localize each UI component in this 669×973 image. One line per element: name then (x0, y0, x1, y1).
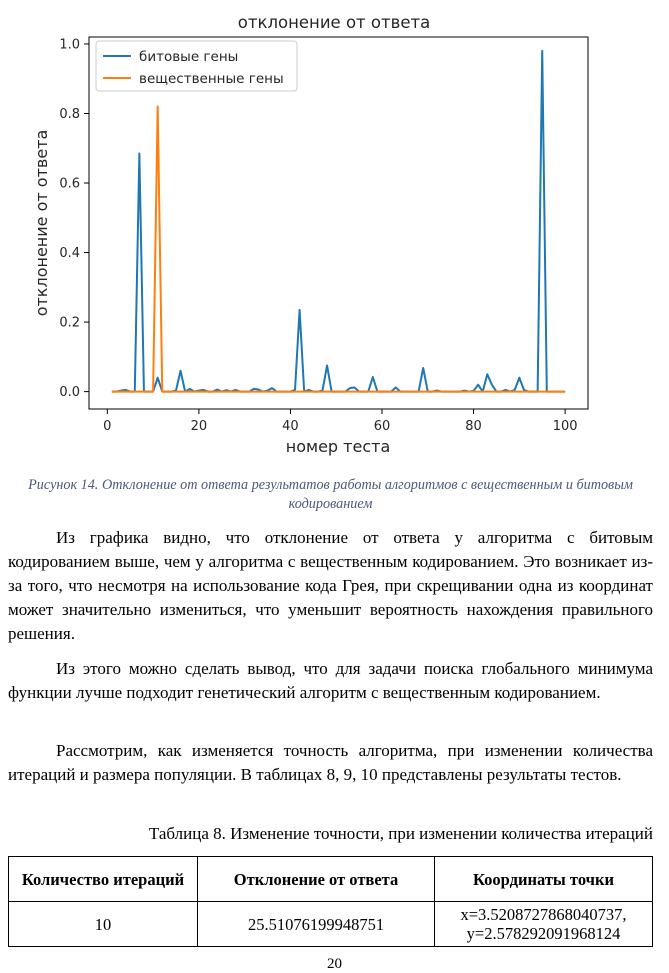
cell-deviation: 25.51076199948751 (197, 901, 435, 947)
x-axis-label: номер теста (286, 437, 391, 456)
chart-title: отклонение от ответа (238, 13, 430, 32)
y-tick-label: 0.2 (59, 316, 80, 331)
header-coordinates: Координаты точки (434, 856, 653, 902)
y-axis-ticks: 0.0 0.2 0.4 0.6 0.8 1.0 (59, 37, 89, 400)
legend-box (95, 40, 298, 92)
series-lines (111, 49, 566, 393)
y-tick-label: 1.0 (59, 37, 80, 52)
plot-frame (88, 36, 589, 410)
x-tick-label: 100 (553, 419, 578, 434)
series-line-bit-genes (111, 49, 566, 393)
x-tick-label: 80 (465, 419, 482, 434)
y-tick-label: 0.6 (59, 177, 80, 192)
table-header-row: Количество итераций Отклонение от ответа… (8, 856, 653, 902)
y-tick-label: 0.4 (59, 246, 80, 261)
table-row: 10 25.51076199948751 x=3.520872786804073… (8, 901, 653, 947)
x-axis-ticks: 0 20 40 60 80 100 (103, 409, 578, 434)
x-tick-label: 20 (191, 419, 208, 434)
y-tick-label: 0.8 (59, 107, 80, 122)
y-axis-label: отклонение от ответа (32, 130, 51, 317)
legend-label-real-genes: вещественные гены (139, 71, 284, 87)
y-tick-label: 0.0 (59, 385, 80, 400)
legend: битовые гены вещественные гены (95, 40, 298, 92)
paragraph-1: Из графика видно, что отклонение от отве… (8, 528, 653, 643)
header-iterations: Количество итераций (8, 856, 198, 902)
x-tick-label: 60 (374, 419, 391, 434)
cell-coordinates: x=3.5208727868040737, y=2.57829209196812… (434, 901, 653, 947)
table-caption: Таблица 8. Изменение точности, при измен… (148, 824, 653, 843)
x-tick-label: 40 (282, 419, 299, 434)
figure-caption: Рисунок 14. Отклонение от ответа результ… (28, 477, 633, 512)
results-table: Количество итераций Отклонение от ответа… (8, 856, 653, 947)
page-number: 20 (327, 956, 342, 972)
legend-label-bit-genes: битовые гены (139, 49, 238, 65)
paragraph-3: Рассмотрим, как изменяется точность алго… (8, 741, 653, 784)
deviation-line-chart: отклонение от ответа 0 20 40 60 80 100 0.0 0.2… (32, 13, 589, 456)
paragraph-2: Из этого можно сделать вывод, что для за… (8, 659, 653, 702)
header-deviation: Отклонение от ответа (197, 856, 435, 902)
series-line-real-genes (111, 105, 566, 393)
cell-iterations: 10 (8, 901, 198, 947)
x-tick-label: 0 (103, 419, 111, 434)
